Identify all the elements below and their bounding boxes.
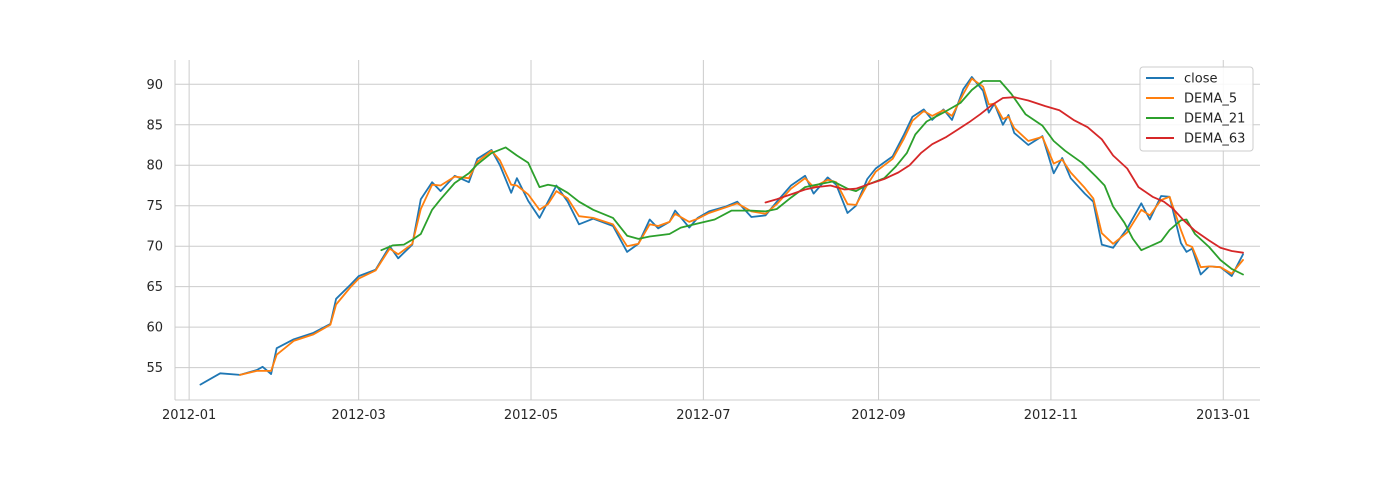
legend-label-dema-5: DEMA_5 xyxy=(1184,92,1237,107)
series-lines xyxy=(199,76,1244,386)
y-tick-label: 60 xyxy=(146,321,163,336)
grid xyxy=(175,60,1260,400)
legend-label-dema-21: DEMA_21 xyxy=(1184,112,1245,127)
series-line-dema-63 xyxy=(764,96,1244,254)
axes xyxy=(174,60,1260,401)
series-line-close xyxy=(199,76,1244,386)
y-tick-label: 65 xyxy=(146,280,163,295)
y-tick-label: 85 xyxy=(146,118,163,133)
legend-box xyxy=(1139,66,1254,152)
series-line-dema-21 xyxy=(380,80,1244,276)
y-tick-label: 90 xyxy=(146,78,163,93)
legend: close DEMA_5 DEMA_21 DEMA_63 xyxy=(1139,66,1254,152)
x-tick-label: 2012-11 xyxy=(1024,408,1078,423)
x-tick-label: 2012-01 xyxy=(162,408,216,423)
tick-labels: 2012-01 2012-03 2012-05 2012-07 2012-09 2012-… xyxy=(146,78,1250,423)
y-tick-label: 70 xyxy=(146,240,163,255)
legend-label-dema-63: DEMA_63 xyxy=(1184,132,1245,147)
y-tick-label: 55 xyxy=(146,361,163,376)
legend-label-close: close xyxy=(1184,72,1217,87)
x-tick-label: 2012-05 xyxy=(504,408,558,423)
y-tick-label: 75 xyxy=(146,199,163,214)
x-tick-label: 2012-03 xyxy=(331,408,385,423)
y-tick-label: 80 xyxy=(146,159,163,174)
series-line-dema-5 xyxy=(239,77,1244,376)
x-tick-label: 2013-01 xyxy=(1196,408,1250,423)
x-tick-label: 2012-07 xyxy=(676,408,730,423)
x-tick-label: 2012-09 xyxy=(851,408,905,423)
